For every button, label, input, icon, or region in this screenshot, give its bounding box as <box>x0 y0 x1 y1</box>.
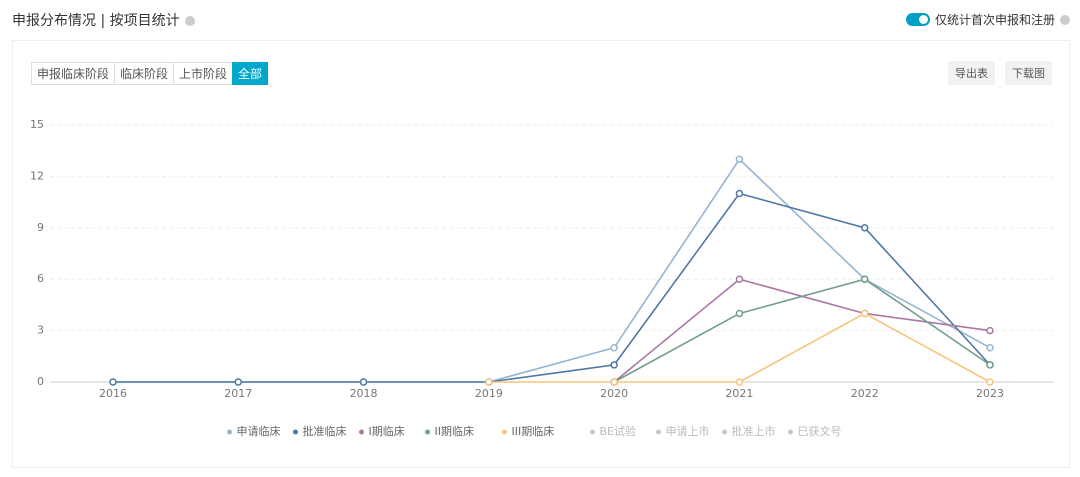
legend-label[interactable]: BE试验 <box>600 424 637 438</box>
point <box>986 361 994 369</box>
toggle-label: 仅统计首次申报和注册 <box>934 13 1055 27</box>
legend-label[interactable]: III期临床 <box>512 424 555 438</box>
legend-marker <box>502 429 507 435</box>
y-tick-label: 6 <box>37 272 44 285</box>
y-tick-label: 3 <box>37 324 44 337</box>
y-tick-label: 15 <box>30 118 44 131</box>
buttons: 导出表 下载图 <box>948 61 1052 85</box>
legend-marker <box>590 429 595 435</box>
legend-label[interactable]: II期临床 <box>435 424 475 438</box>
point <box>986 326 994 335</box>
point <box>735 275 744 283</box>
x-tick-label: 2020 <box>600 387 628 400</box>
point <box>735 309 744 318</box>
point <box>860 275 869 283</box>
title: 申报分布情况 | 按项目统计 <box>12 10 195 30</box>
point <box>109 378 117 386</box>
y-tick-label: 0 <box>37 375 44 388</box>
button[interactable]: 导出表 <box>948 61 995 85</box>
x-tick-label: 2022 <box>851 387 879 400</box>
card <box>12 40 1070 468</box>
legend-label[interactable]: 申请上市 <box>666 424 710 438</box>
legend-marker <box>425 429 430 435</box>
x-tick-label: 2016 <box>99 387 127 400</box>
legend-marker <box>227 429 232 435</box>
x-tick-label: 2021 <box>725 387 753 400</box>
point <box>610 361 618 369</box>
x-tick-label: 2018 <box>350 387 378 400</box>
legend-label[interactable]: 已获文号 <box>798 424 842 438</box>
button[interactable]: 下载图 <box>1005 61 1052 85</box>
legend-label[interactable]: 申请临床 <box>237 424 281 438</box>
x-tick-label: 2019 <box>475 387 503 400</box>
point <box>735 155 744 164</box>
x-tick-label: 2017 <box>224 387 252 400</box>
point <box>986 378 994 386</box>
legend-marker <box>656 429 661 435</box>
y-tick-label: 12 <box>30 169 44 182</box>
series-line <box>113 158 991 383</box>
point <box>610 378 618 386</box>
point <box>735 378 744 386</box>
legend-marker <box>293 429 298 435</box>
tabs: 申报临床阶段 临床阶段 上市阶段 全部 <box>31 62 269 85</box>
legend-label[interactable]: I期临床 <box>369 424 405 438</box>
legend-marker <box>359 429 364 435</box>
series-line <box>613 278 991 383</box>
x-tick-label: 2023 <box>976 387 1004 400</box>
title-text: 申报分布情况 | 按项目统计 <box>12 13 180 29</box>
help-icon <box>1060 14 1070 25</box>
toggle[interactable]: 仅统计首次申报和注册 <box>905 11 1070 28</box>
legend-marker <box>722 429 727 435</box>
point <box>735 189 744 198</box>
tab[interactable]: 全部 <box>232 62 269 85</box>
legend-label[interactable]: 批准临床 <box>303 424 347 438</box>
series-line <box>113 192 991 383</box>
legend-label[interactable]: 批准上市 <box>732 424 776 438</box>
point <box>860 309 869 318</box>
point <box>234 378 243 386</box>
switch[interactable] <box>905 13 930 26</box>
point <box>860 224 869 232</box>
point <box>610 343 618 352</box>
y-tick-label: 9 <box>37 221 44 234</box>
point <box>986 343 994 352</box>
help-icon <box>184 16 195 26</box>
point <box>359 378 368 386</box>
point <box>485 378 493 386</box>
legend-marker <box>788 429 793 435</box>
